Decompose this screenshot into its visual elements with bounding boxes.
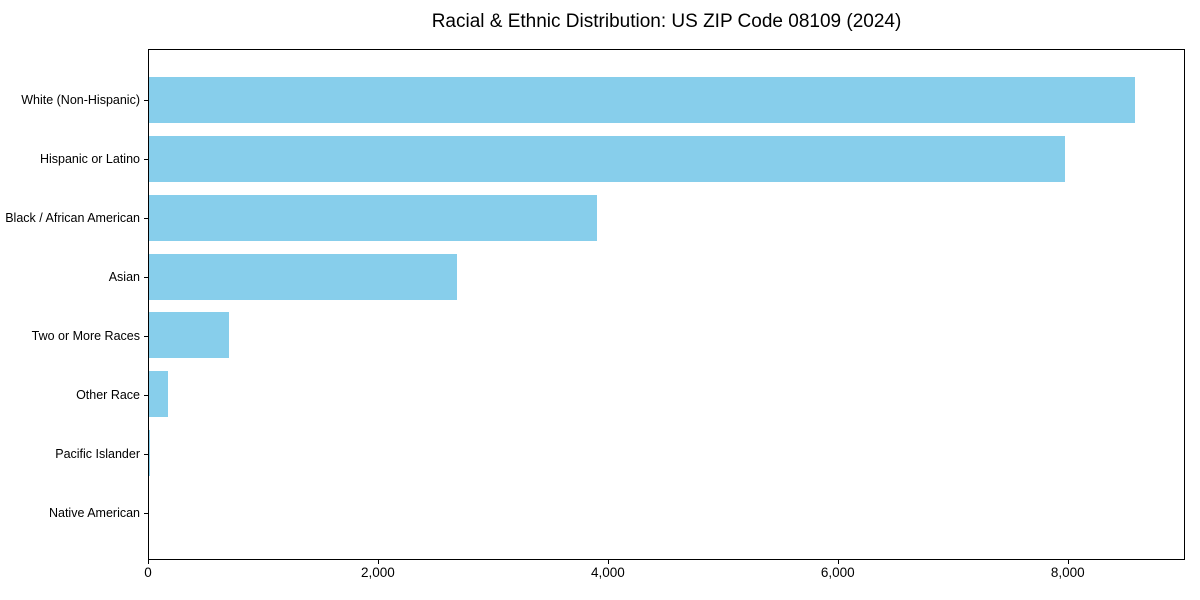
bar-pacific-islander [149,429,151,476]
x-tick-label-2000: 2,000 [361,565,395,580]
y-axis-labels: White (Non-Hispanic) Hispanic or Latino Bl… [0,49,140,560]
bar-white-non-hispanic [149,77,1135,124]
y-tick-other-race [144,394,148,396]
bar-two-or-more-races [149,312,230,359]
x-tick-0 [148,560,149,564]
bar-other-race [149,371,168,418]
x-tick-label-4000: 4,000 [590,565,625,580]
y-axis-label-asian: Asian [108,269,140,284]
y-tick-native-american [144,512,148,514]
plot-area [148,49,1185,560]
y-tick-white-non-hispanic [144,99,148,101]
x-tick-2000 [377,560,379,564]
y-tick-pacific-islander [144,453,148,455]
x-tick-label-8000: 8,000 [1050,565,1085,580]
bar-row-asian [149,247,1184,306]
bar-series [149,50,1184,559]
x-tick-label-0: 0 [144,565,152,580]
y-tick-black-african-american [144,217,148,219]
bar-black-african-american [149,194,597,241]
x-tick-label-6000: 6,000 [820,565,855,580]
bar-asian [149,253,457,300]
y-tick-two-or-more-races [144,335,148,337]
bar-row-two-or-more-races [149,306,1184,365]
y-axis-label-pacific-islander: Pacific Islander [55,446,140,461]
bar-row-black-african-american [149,189,1184,248]
y-axis-label-hispanic-or-latino: Hispanic or Latino [39,151,140,166]
y-axis-label-white-non-hispanic: White (Non-Hispanic) [21,92,140,107]
chart-title: Racial & Ethnic Distribution: US ZIP Cod… [431,11,902,32]
bar-row-native-american [149,482,1184,541]
bar-hispanic-or-latino [149,136,1065,183]
bar-row-pacific-islander [149,424,1184,483]
y-tick-asian [144,276,148,278]
y-axis-label-two-or-more-races: Two or More Races [31,328,140,343]
bar-row-hispanic-or-latino [149,130,1184,189]
x-tick-4000 [607,560,609,564]
y-axis-label-other-race: Other Race [76,387,140,402]
bar-row-other-race [149,365,1184,424]
y-axis-label-native-american: Native American [48,505,140,520]
y-axis-label-black-african-american: Black / African American [5,210,140,225]
y-tick-hispanic-or-latino [144,158,148,160]
x-tick-8000 [1067,560,1069,564]
x-tick-6000 [837,560,839,564]
bar-row-white-non-hispanic [149,71,1184,130]
